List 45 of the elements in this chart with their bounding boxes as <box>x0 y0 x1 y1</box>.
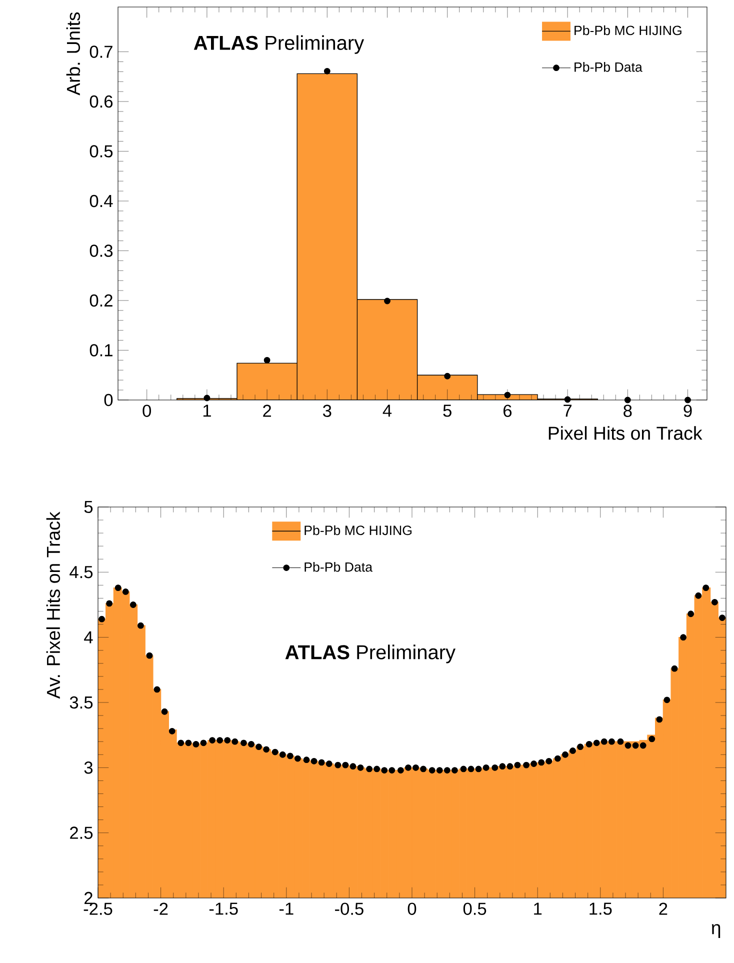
x-tick-label: -2 <box>154 902 168 915</box>
x-tick-label: 3 <box>323 404 332 417</box>
y-axis-title: Arb. Units <box>66 12 80 96</box>
x-tick-label: 7 <box>564 404 572 417</box>
x-tick-label: 2 <box>659 902 668 915</box>
y-tick-label: 0 <box>104 394 113 406</box>
y-tick-label: 4.5 <box>70 566 93 578</box>
x-tick-label: 0.5 <box>463 902 486 915</box>
annotation: ATLAS Preliminary <box>285 644 456 664</box>
y-tick-label: 0.6 <box>90 95 113 108</box>
y-tick-label: 3.5 <box>70 696 93 709</box>
y-tick-label: 0.7 <box>90 46 112 58</box>
y-tick-label: 4 <box>84 631 93 644</box>
legend-label: Pb-Pb MC HIJING <box>304 525 412 536</box>
y-tick-label: 3 <box>84 762 93 774</box>
x-tick-label: -1.5 <box>209 902 238 915</box>
y-axis-title: Av. Pixel Hits on Track <box>46 512 60 699</box>
x-tick-label: 9 <box>684 404 692 417</box>
y-tick-label: 0.1 <box>90 344 112 356</box>
x-axis-title: η <box>712 924 720 938</box>
x-axis-title: Pixel Hits on Track <box>548 426 702 440</box>
y-tick-label: 2 <box>84 892 92 904</box>
x-tick-label: 8 <box>624 404 632 417</box>
x-tick-label: 0 <box>408 902 416 915</box>
x-tick-label: -0.5 <box>335 902 364 915</box>
x-tick-label: 5 <box>443 404 452 417</box>
legend-label: Pb-Pb MC HIJING <box>574 25 682 36</box>
x-tick-label: 4 <box>382 404 392 417</box>
legend-label: Pb-Pb Data <box>304 562 373 572</box>
y-tick-label: 2.5 <box>70 826 93 839</box>
y-tick-label: 0.4 <box>90 194 113 208</box>
x-tick-label: 1.5 <box>590 902 612 915</box>
x-tick-label: -1 <box>279 902 294 915</box>
y-tick-label: 5 <box>84 500 93 514</box>
annotation: ATLAS Preliminary <box>194 35 364 54</box>
x-tick-label: 0 <box>142 404 151 417</box>
x-tick-label: 6 <box>504 404 512 417</box>
x-tick-label: -2.5 <box>84 902 112 915</box>
x-tick-label: 1 <box>203 404 211 417</box>
y-tick-label: 0.3 <box>90 244 113 257</box>
x-tick-label: 2 <box>263 404 271 417</box>
y-tick-label: 0.5 <box>90 145 113 158</box>
legend-label: Pb-Pb Data <box>574 62 642 72</box>
x-tick-label: 1 <box>534 902 542 915</box>
y-tick-label: 0.2 <box>90 294 112 307</box>
